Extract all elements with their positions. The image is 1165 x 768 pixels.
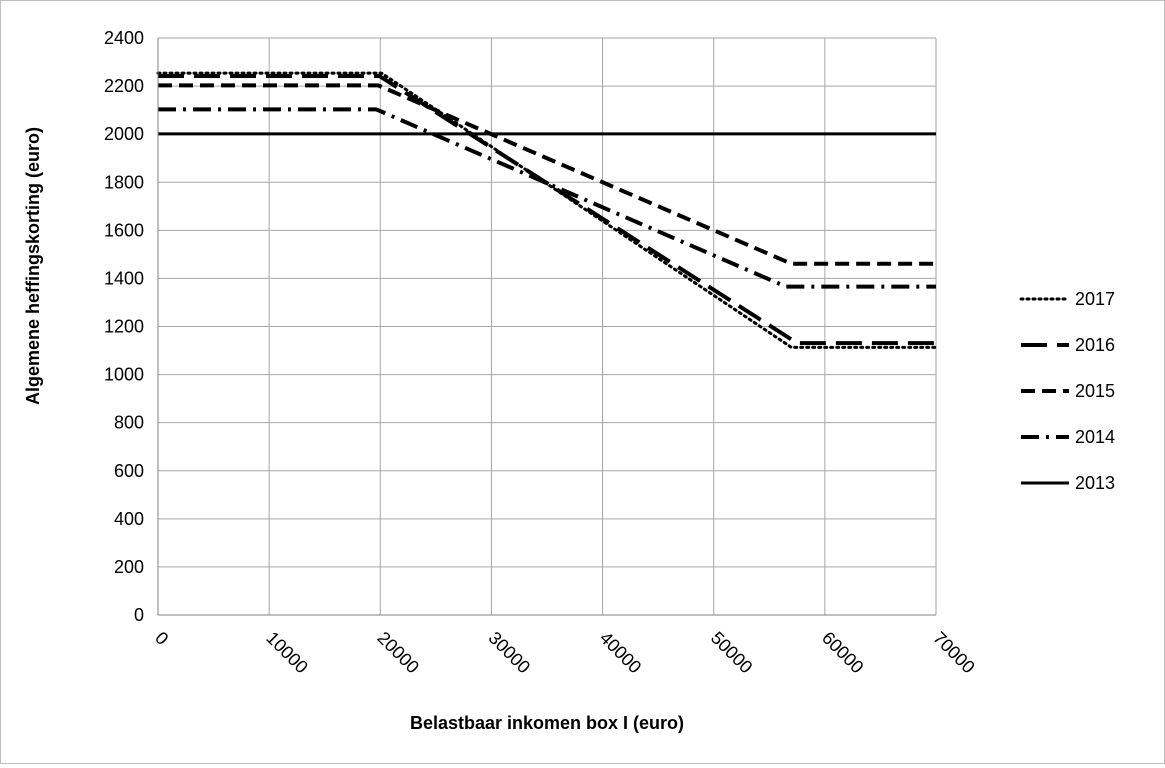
series-line-2015	[158, 83, 936, 266]
x-tick-label: 70000	[929, 628, 979, 678]
y-tick-label: 1200	[104, 317, 144, 337]
y-tick-label: 1600	[104, 220, 144, 240]
x-tick-label: 60000	[818, 628, 868, 678]
series-lines	[156, 71, 938, 349]
y-tick-label: 600	[114, 461, 144, 481]
x-axis-title: Belastbaar inkomen box I (euro)	[410, 713, 684, 733]
x-tick-label: 30000	[485, 628, 535, 678]
y-tick-label: 2200	[104, 76, 144, 96]
series-line-2017	[156, 71, 938, 349]
y-tick-label: 200	[114, 557, 144, 577]
y-tick-label: 0	[134, 605, 144, 625]
y-tick-label: 1800	[104, 172, 144, 192]
x-tick-label: 0	[151, 628, 172, 649]
x-tick-labels: 0 10000 20000 30000 40000 50000 60000 70000	[151, 628, 979, 678]
legend-label-2014: 2014	[1075, 427, 1115, 447]
x-tick-label: 50000	[707, 628, 757, 678]
legend-label-2017: 2017	[1075, 289, 1115, 309]
y-tick-labels: 0 200 400 600 800 1000 1200 1400 1600 1800 2000 220…	[104, 28, 144, 625]
grid	[157, 37, 937, 616]
y-tick-label: 1000	[104, 365, 144, 385]
y-axis-title: Algemene heffingskorting (euro)	[23, 127, 43, 405]
y-tick-label: 2000	[104, 124, 144, 144]
axes	[157, 38, 936, 616]
y-tick-label: 2400	[104, 28, 144, 48]
series-line-2014	[158, 107, 936, 289]
y-tick-label: 1400	[104, 268, 144, 288]
legend-label-2016: 2016	[1075, 335, 1115, 355]
series-line-2016	[158, 74, 936, 346]
legend-label-2015: 2015	[1075, 381, 1115, 401]
legend-label-2013: 2013	[1075, 473, 1115, 493]
y-tick-label: 400	[114, 509, 144, 529]
x-tick-label: 10000	[262, 628, 312, 678]
y-tick-label: 800	[114, 413, 144, 433]
x-tick-label: 40000	[596, 628, 646, 678]
legend: 2017 2016 2015 2014 2013	[1019, 289, 1115, 493]
x-tick-label: 20000	[373, 628, 423, 678]
